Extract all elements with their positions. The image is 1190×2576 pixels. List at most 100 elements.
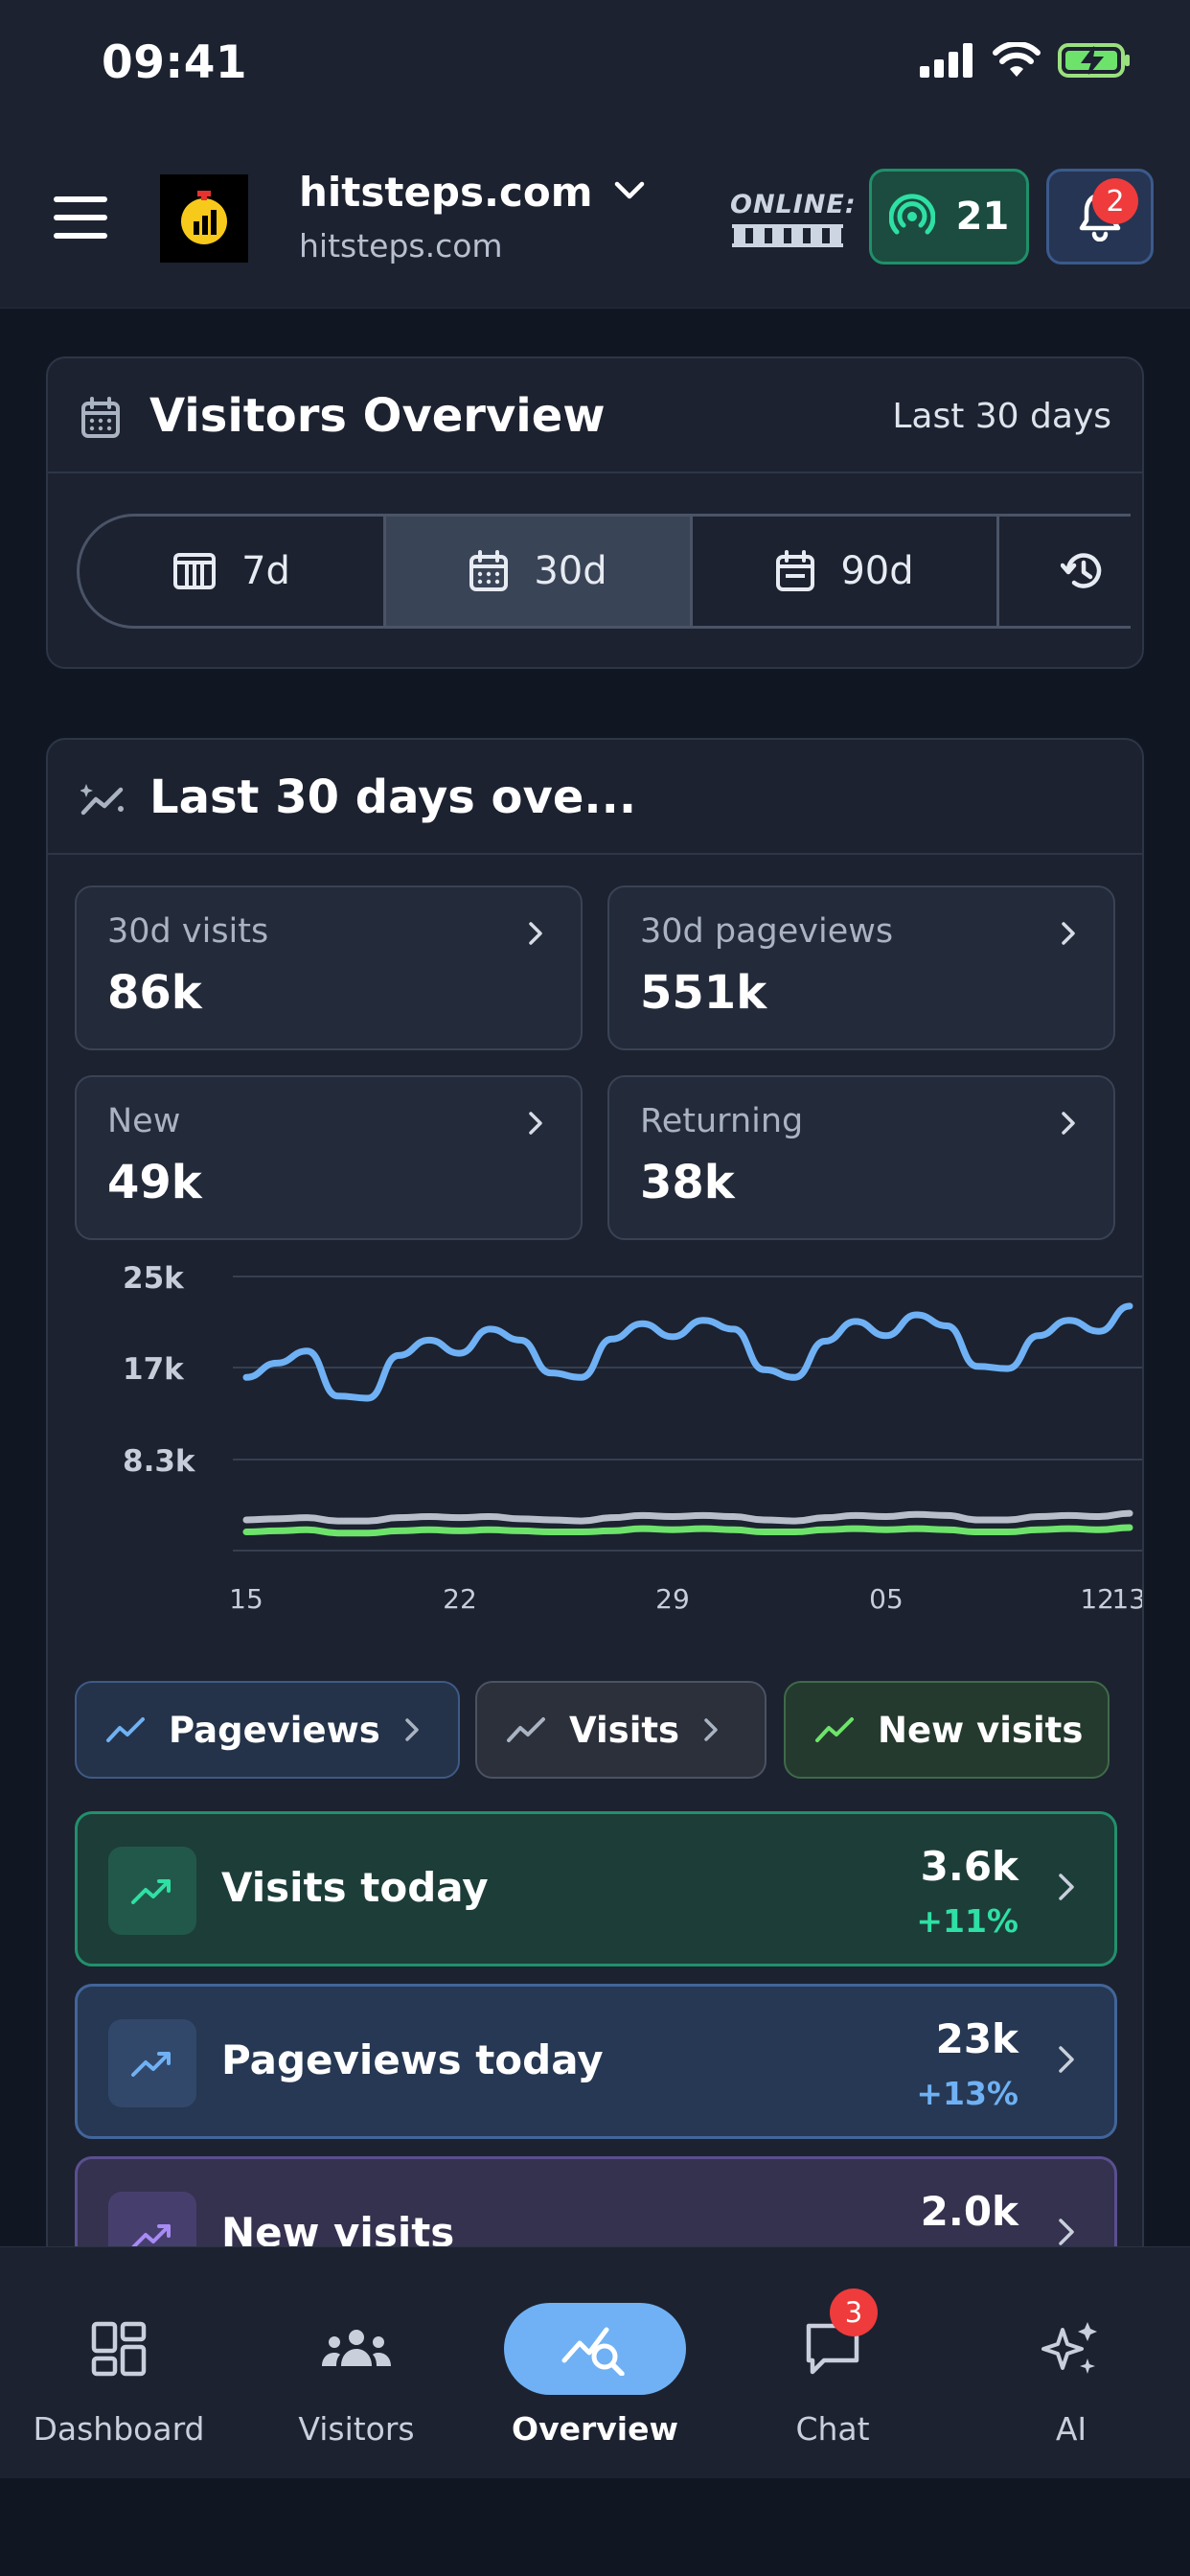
range-label-7d: 7d bbox=[241, 549, 290, 593]
tab-label: Chat bbox=[795, 2410, 870, 2448]
legend-label: Pageviews bbox=[169, 1709, 380, 1751]
users-icon bbox=[265, 2303, 447, 2395]
range-label: Last 30 days bbox=[892, 397, 1111, 436]
battery-charging-icon bbox=[1058, 43, 1130, 78]
row-value: 23k bbox=[935, 2015, 1018, 2062]
range-7d-button[interactable]: 7d bbox=[80, 517, 386, 626]
tab-overview[interactable]: Overview bbox=[476, 2247, 714, 2479]
range-history-button[interactable] bbox=[999, 517, 1131, 626]
dashboard-icon bbox=[28, 2303, 210, 2395]
trend-sparkle-icon bbox=[80, 784, 124, 816]
tile-label: Returning bbox=[640, 1102, 804, 1140]
status-bar: 09:41 bbox=[0, 0, 1190, 134]
tab-ai[interactable]: AI bbox=[952, 2247, 1190, 2479]
y-tick-label: 17k bbox=[123, 1352, 185, 1387]
range-30d-button[interactable]: 30d bbox=[386, 517, 693, 626]
trend-line-icon bbox=[106, 1717, 145, 1742]
summary-row-new-visits[interactable]: New visits 2.0k bbox=[75, 2156, 1117, 2288]
legend-label: New visits bbox=[878, 1709, 1084, 1751]
x-tick-label: 22 bbox=[443, 1583, 477, 1615]
card-title: Visitors Overview bbox=[149, 389, 606, 443]
series-line-pageviews bbox=[242, 1302, 1133, 1402]
calendar-icon bbox=[776, 550, 815, 591]
x-tick-label: 29 bbox=[655, 1583, 690, 1615]
x-tick-label: 12 bbox=[1080, 1583, 1114, 1615]
online-visitors-button[interactable]: 21 bbox=[869, 169, 1029, 264]
calendar-icon bbox=[81, 397, 120, 438]
tab-visitors[interactable]: Visitors bbox=[238, 2247, 475, 2479]
row-value: 2.0k bbox=[920, 2188, 1018, 2235]
notification-badge: 2 bbox=[1092, 178, 1138, 224]
tab-label: Visitors bbox=[298, 2410, 415, 2448]
tile-value: 38k bbox=[640, 1156, 735, 1209]
y-tick-label: 25k bbox=[123, 1261, 185, 1296]
legend-label: Visits bbox=[569, 1709, 680, 1751]
menu-button[interactable] bbox=[54, 196, 107, 239]
history-icon bbox=[1061, 553, 1102, 588]
card-title: Last 30 days ove... bbox=[149, 770, 637, 824]
y-axis-ticks: 25k 17k 8.3k bbox=[123, 1261, 196, 1479]
broadcast-icon bbox=[888, 194, 935, 235]
row-delta: +11% bbox=[916, 1902, 1018, 1940]
range-90d-button[interactable]: 90d bbox=[693, 517, 999, 626]
row-label: Visits today bbox=[221, 1864, 489, 1911]
chevron-right-icon bbox=[529, 922, 542, 945]
chevron-right-icon bbox=[1062, 922, 1075, 945]
x-tick-label: 05 bbox=[869, 1583, 904, 1615]
row-value: 3.6k bbox=[920, 1843, 1018, 1890]
chevron-right-icon bbox=[1059, 1874, 1074, 1900]
chart-series bbox=[242, 1302, 1133, 1537]
online-label: ONLINE: bbox=[730, 190, 857, 219]
chevron-right-icon bbox=[704, 1718, 718, 1741]
tab-label: AI bbox=[1055, 2410, 1087, 2448]
trend-line-icon bbox=[815, 1717, 854, 1742]
tile-label: 30d visits bbox=[107, 912, 269, 951]
chevron-right-icon bbox=[529, 1112, 542, 1135]
chat-badge: 3 bbox=[830, 2288, 878, 2336]
stat-tile-returning[interactable]: Returning 38k bbox=[607, 1075, 1115, 1240]
stat-tile-visits[interactable]: 30d visits 86k bbox=[75, 886, 583, 1050]
legend-chip-new-visits[interactable]: New visits bbox=[784, 1681, 1110, 1779]
range-label-30d: 30d bbox=[534, 549, 607, 593]
site-logo[interactable] bbox=[160, 174, 248, 263]
row-delta: +13% bbox=[916, 2075, 1018, 2112]
online-activity-bars-icon bbox=[732, 224, 843, 247]
tab-dashboard[interactable]: Dashboard bbox=[0, 2247, 238, 2479]
legend-chip-visits[interactable]: Visits bbox=[475, 1681, 767, 1779]
site-name[interactable]: hitsteps.com bbox=[299, 169, 593, 216]
summary-row-pageviews-today[interactable]: Pageviews today 23k +13% bbox=[75, 1984, 1117, 2139]
chevron-right-icon bbox=[1062, 1112, 1075, 1135]
chevron-right-icon bbox=[1059, 2219, 1074, 2245]
cellular-signal-icon bbox=[920, 43, 973, 78]
trend-line-icon bbox=[507, 1717, 545, 1742]
status-icons bbox=[920, 42, 1133, 79]
stat-tile-pageviews[interactable]: 30d pageviews 551k bbox=[607, 886, 1115, 1050]
sparkles-icon bbox=[980, 2303, 1162, 2395]
chevron-down-icon[interactable] bbox=[613, 180, 646, 201]
status-time: 09:41 bbox=[102, 36, 248, 89]
trending-up-icon bbox=[131, 2052, 171, 2077]
summary-row-visits-today[interactable]: Visits today 3.6k +11% bbox=[75, 1811, 1117, 1966]
tile-label: New bbox=[107, 1102, 181, 1140]
tile-value: 49k bbox=[107, 1156, 202, 1209]
wifi-icon bbox=[993, 42, 1041, 77]
chart-search-icon bbox=[504, 2303, 686, 2395]
y-tick-label: 8.3k bbox=[123, 1444, 196, 1479]
last-30-days-card: Last 30 days ove... 30d visits 86k 30d p… bbox=[46, 738, 1144, 2290]
trending-up-icon bbox=[131, 1879, 171, 1904]
row-icon-box bbox=[108, 1847, 196, 1935]
tile-value: 86k bbox=[107, 966, 202, 1020]
legend-chip-pageviews[interactable]: Pageviews bbox=[75, 1681, 460, 1779]
series-line-new-visits bbox=[242, 1524, 1133, 1537]
x-tick-label: 15 bbox=[229, 1583, 263, 1615]
series-line-visits bbox=[242, 1509, 1133, 1525]
tab-chat[interactable]: Chat bbox=[714, 2247, 951, 2479]
date-range-selector: 7d 30d 90d bbox=[77, 514, 1131, 629]
tab-label: Dashboard bbox=[33, 2410, 205, 2448]
tab-label: Overview bbox=[512, 2410, 678, 2448]
trending-up-icon bbox=[131, 2224, 171, 2249]
stat-tile-new[interactable]: New 49k bbox=[75, 1075, 583, 1240]
online-count: 21 bbox=[955, 195, 1010, 239]
